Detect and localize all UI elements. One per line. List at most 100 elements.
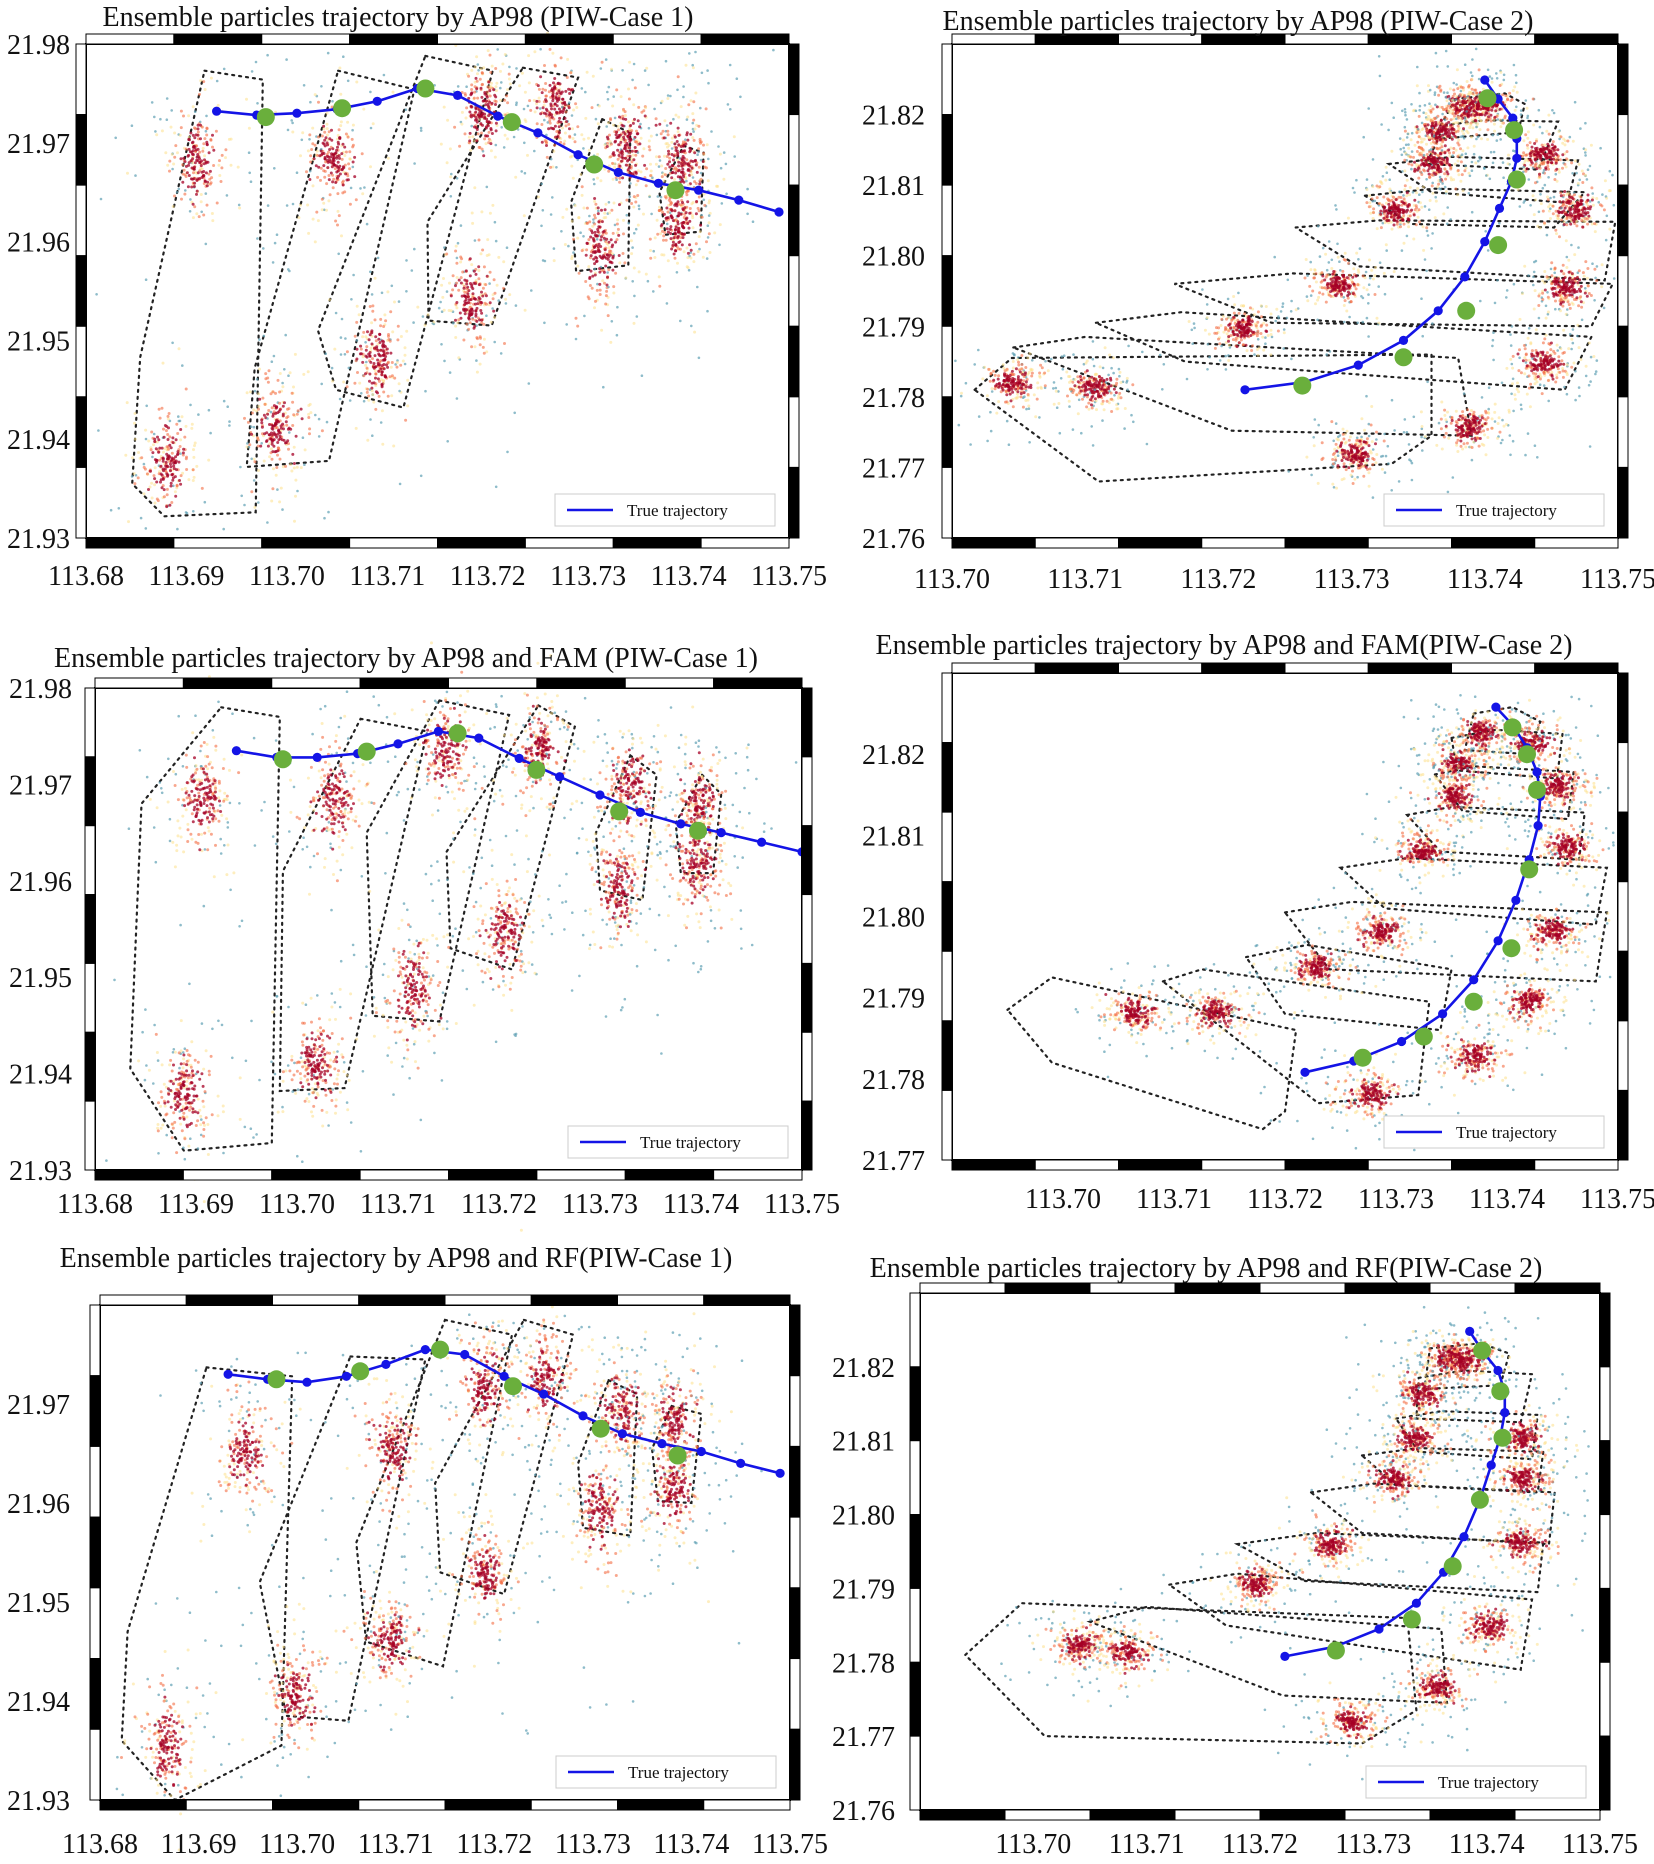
particle <box>688 52 691 55</box>
particle <box>513 411 516 415</box>
particle <box>192 510 195 513</box>
particle <box>505 246 509 249</box>
particle <box>1415 125 1419 129</box>
particle <box>204 192 208 195</box>
particle <box>568 134 572 138</box>
particle <box>692 130 695 133</box>
particle <box>462 338 466 342</box>
particle <box>1294 308 1298 312</box>
particle <box>260 418 264 422</box>
particle <box>260 442 264 445</box>
particle <box>171 478 175 482</box>
particle <box>502 286 505 290</box>
particle <box>471 221 475 225</box>
particle <box>629 182 632 185</box>
particle <box>625 213 629 217</box>
particle <box>127 520 130 524</box>
particle <box>168 159 172 163</box>
particle <box>1095 408 1098 412</box>
particle <box>631 172 635 176</box>
particle <box>253 505 257 509</box>
particle <box>611 104 615 108</box>
particle <box>1316 318 1319 322</box>
particle <box>274 433 278 437</box>
particle <box>670 247 674 251</box>
particle <box>1426 156 1430 159</box>
particle <box>382 325 386 328</box>
particle <box>1465 107 1469 111</box>
particle <box>192 455 196 459</box>
particle <box>631 121 635 125</box>
particle <box>339 120 343 124</box>
particle <box>614 240 618 244</box>
particle <box>493 291 497 295</box>
particle <box>1415 150 1419 153</box>
particle <box>363 186 366 189</box>
particle <box>1448 87 1452 91</box>
particle <box>454 336 458 339</box>
particle <box>473 139 476 143</box>
particle <box>191 153 195 157</box>
particle <box>582 206 586 210</box>
particle <box>1375 184 1379 188</box>
particle <box>645 66 649 70</box>
particle <box>1486 138 1490 141</box>
particle <box>252 408 256 412</box>
particle <box>290 469 294 473</box>
particle <box>1434 120 1438 124</box>
particle <box>1091 357 1095 361</box>
particle <box>603 167 607 171</box>
particle <box>1324 300 1328 304</box>
particle <box>271 261 275 264</box>
particle <box>508 65 511 69</box>
particle <box>1367 205 1371 209</box>
particle <box>640 110 644 114</box>
particle <box>273 241 277 245</box>
particle <box>698 230 702 234</box>
particle <box>577 216 581 220</box>
particle <box>1489 150 1493 154</box>
particle <box>390 394 394 398</box>
particle <box>611 161 614 165</box>
particle <box>476 63 480 66</box>
particle <box>1309 268 1313 272</box>
particle <box>451 288 455 292</box>
particle <box>729 108 732 111</box>
particle <box>690 166 694 170</box>
particle <box>703 203 707 207</box>
particle <box>376 377 380 381</box>
particle <box>334 181 338 184</box>
particle <box>683 206 687 210</box>
particle <box>370 342 374 346</box>
particle <box>1404 113 1407 117</box>
particle <box>693 330 697 334</box>
particle <box>253 460 257 464</box>
particle <box>1477 159 1480 163</box>
particle <box>530 289 533 292</box>
particle <box>615 88 619 92</box>
particle <box>681 149 685 153</box>
border-segment-right <box>788 396 800 468</box>
particle <box>620 159 623 163</box>
particle <box>617 153 621 157</box>
particle <box>1502 78 1506 82</box>
particle <box>142 492 146 496</box>
particle <box>166 438 170 441</box>
particle <box>187 114 191 118</box>
particle <box>549 104 553 108</box>
particle <box>594 202 598 206</box>
particle <box>184 147 188 151</box>
particle <box>499 352 503 355</box>
particle <box>442 277 445 280</box>
particle <box>182 447 186 451</box>
particle <box>649 174 653 178</box>
border-segment-left <box>75 184 87 257</box>
particle <box>151 451 155 455</box>
particle <box>177 460 181 464</box>
particle <box>485 94 489 98</box>
particle <box>1403 184 1407 188</box>
particle <box>638 125 642 129</box>
particle <box>1444 177 1448 181</box>
particle <box>685 216 689 220</box>
particle <box>551 127 555 130</box>
